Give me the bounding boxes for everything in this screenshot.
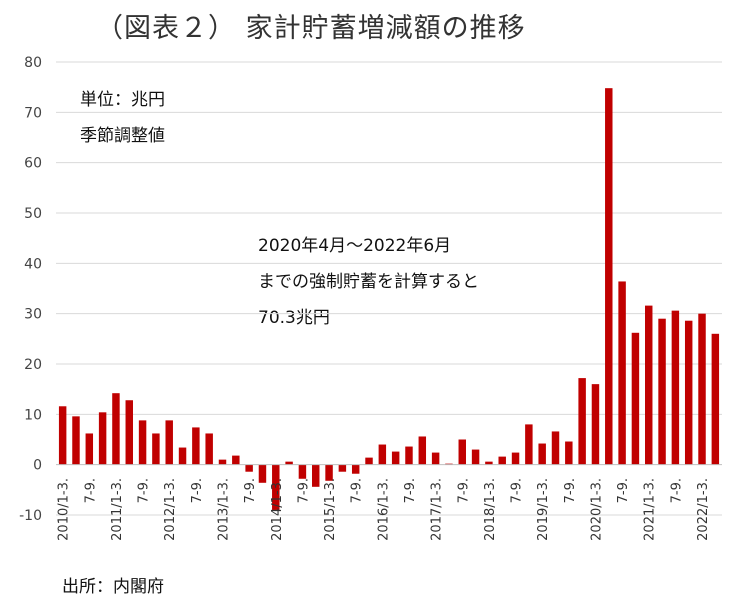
bar bbox=[711, 333, 720, 465]
bar bbox=[365, 457, 373, 465]
annotation-line-2: までの強制貯蓄を計算すると bbox=[258, 272, 479, 292]
bar bbox=[631, 332, 640, 465]
bar bbox=[112, 393, 120, 465]
bar bbox=[485, 461, 493, 465]
x-tick-label: 2018/1-3. bbox=[483, 478, 498, 541]
y-tick-label: 80 bbox=[24, 55, 42, 71]
y-tick-label: 0 bbox=[33, 458, 42, 474]
bar bbox=[232, 455, 240, 465]
chart-title: （図表２） 家計貯蓄増減額の推移 bbox=[96, 13, 526, 44]
bar bbox=[618, 281, 626, 465]
bar bbox=[312, 464, 320, 487]
bar bbox=[684, 320, 693, 465]
x-tick-label: 2019/1-3. bbox=[536, 478, 551, 541]
bar bbox=[671, 310, 680, 465]
bar bbox=[272, 464, 280, 510]
x-tick-label: 7-9. bbox=[83, 478, 98, 503]
bar bbox=[58, 406, 67, 465]
annotation-line-1: 2020年4月～2022年6月 bbox=[258, 236, 452, 256]
y-tick-label: -10 bbox=[19, 508, 42, 524]
bar bbox=[85, 433, 94, 465]
x-tick-label: 2021/1-3. bbox=[643, 478, 658, 541]
bar bbox=[498, 456, 506, 465]
bar bbox=[192, 427, 200, 465]
adjust-note: 季節調整値 bbox=[80, 126, 165, 146]
x-tick-label: 7-9. bbox=[403, 478, 418, 503]
bar bbox=[178, 447, 187, 465]
bar bbox=[698, 313, 706, 465]
x-tick-label: 2017/1-3. bbox=[430, 478, 445, 541]
bar bbox=[658, 318, 666, 465]
bar bbox=[218, 459, 227, 465]
bar bbox=[165, 420, 173, 465]
x-tick-label: 2022/1-3. bbox=[696, 478, 711, 541]
x-tick-label: 7-9. bbox=[137, 478, 152, 503]
x-tick-label: 7-9. bbox=[616, 478, 631, 503]
bar bbox=[98, 412, 107, 465]
x-tick-label: 7-9. bbox=[190, 478, 205, 503]
bar bbox=[471, 449, 480, 465]
bar bbox=[605, 88, 613, 465]
bar bbox=[391, 451, 400, 465]
bar bbox=[511, 452, 520, 465]
x-tick-label: 7-9. bbox=[510, 478, 525, 503]
bar bbox=[591, 384, 600, 465]
bar bbox=[205, 433, 213, 465]
x-tick-label: 2012/1-3. bbox=[163, 478, 178, 541]
x-tick-label: 2015/1-3. bbox=[323, 478, 338, 541]
bar bbox=[645, 305, 653, 465]
y-tick-label: 60 bbox=[24, 156, 42, 172]
bar bbox=[565, 441, 573, 465]
bar bbox=[405, 446, 413, 465]
x-tick-label: 7-9. bbox=[563, 478, 578, 503]
bar bbox=[538, 443, 546, 465]
bar bbox=[298, 464, 307, 479]
bar bbox=[72, 416, 80, 465]
x-tick-label: 7-9. bbox=[350, 478, 365, 503]
bar bbox=[551, 431, 560, 465]
x-tick-label: 2014/1-3. bbox=[270, 478, 285, 541]
x-tick-label: 7-9. bbox=[296, 478, 311, 503]
bar bbox=[418, 436, 427, 465]
x-tick-label: 2011/1-3. bbox=[110, 478, 125, 541]
x-tick-label: 2010/1-3. bbox=[57, 478, 72, 541]
bar bbox=[338, 464, 347, 472]
bar bbox=[152, 433, 160, 465]
y-tick-label: 30 bbox=[24, 307, 42, 323]
bar bbox=[431, 452, 440, 465]
y-tick-label: 70 bbox=[24, 105, 42, 121]
x-tick-label: 7-9. bbox=[456, 478, 471, 503]
y-tick-label: 50 bbox=[24, 206, 42, 222]
bar bbox=[351, 464, 360, 474]
bar bbox=[378, 444, 387, 465]
bar bbox=[258, 464, 267, 483]
bar bbox=[578, 378, 586, 465]
bar bbox=[445, 463, 453, 465]
y-tick-label: 10 bbox=[24, 407, 42, 423]
x-tick-label: 2016/1-3. bbox=[376, 478, 391, 541]
x-tick-label: 7-9. bbox=[243, 478, 258, 503]
x-tick-label: 7-9. bbox=[669, 478, 684, 503]
bar bbox=[525, 424, 533, 465]
source-note: 出所：内閣府 bbox=[62, 577, 164, 597]
bar bbox=[285, 461, 293, 465]
bar bbox=[125, 400, 133, 465]
y-tick-label: 20 bbox=[24, 357, 42, 373]
y-tick-label: 40 bbox=[24, 256, 42, 272]
x-tick-label: 2013/1-3. bbox=[217, 478, 232, 541]
unit-note: 単位：兆円 bbox=[80, 90, 165, 110]
x-tick-label: 2020/1-3. bbox=[589, 478, 604, 541]
bar bbox=[138, 420, 147, 465]
bar bbox=[325, 464, 333, 481]
bar bbox=[458, 439, 466, 465]
bar bbox=[245, 464, 253, 472]
